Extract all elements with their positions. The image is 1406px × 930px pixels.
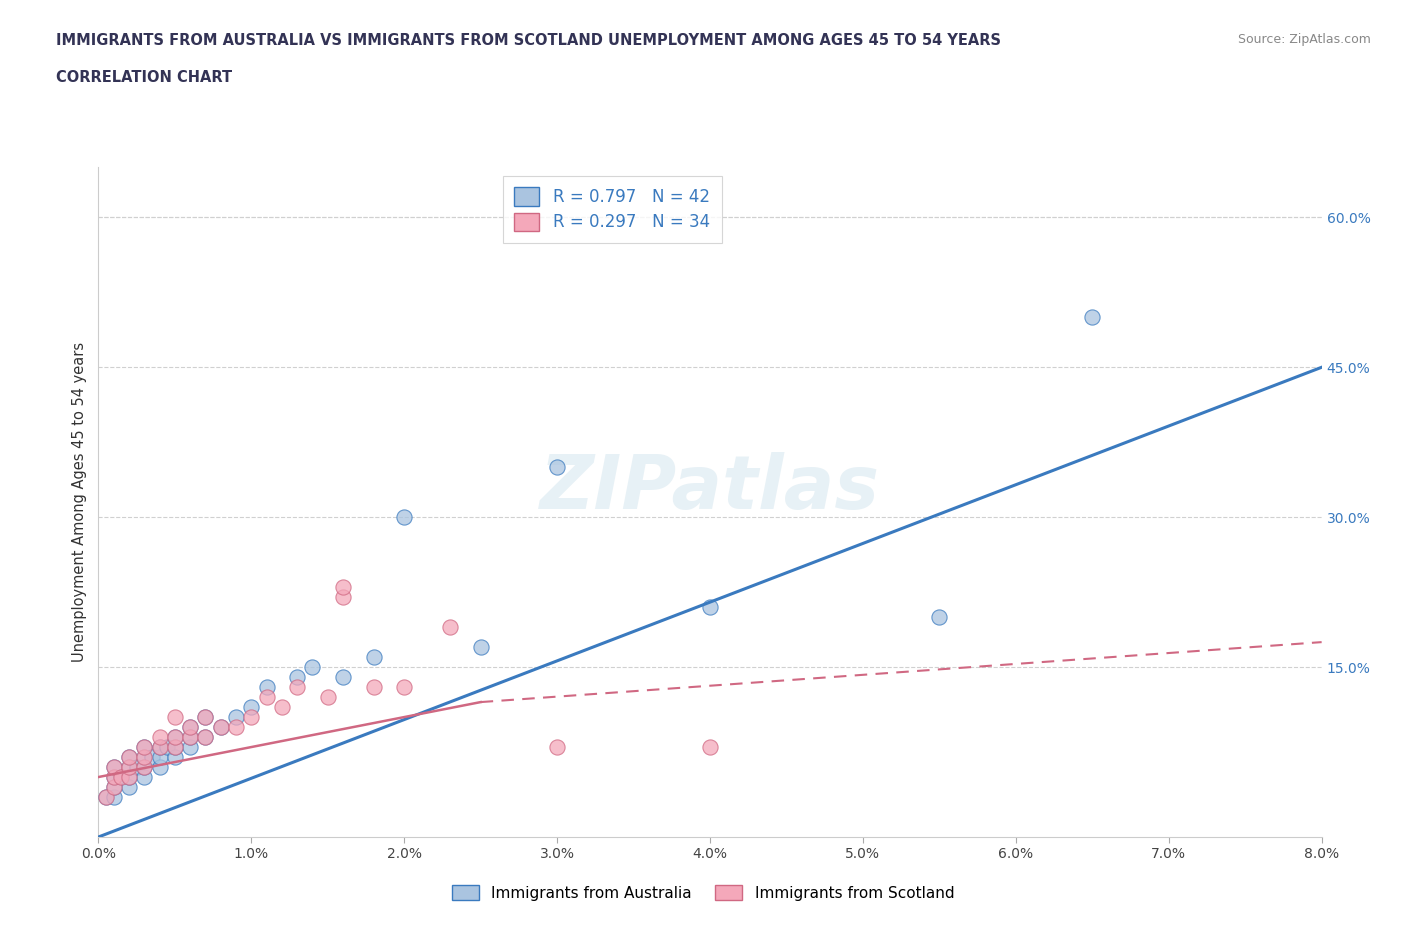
Point [103,790,125,804]
Point [134,739,156,754]
Point [103,760,125,775]
Point [149,739,172,754]
Point [118,750,141,764]
Point [118,750,141,764]
Point [332,579,354,594]
Point [110,770,132,785]
Point [209,720,232,735]
Point [163,730,186,745]
Point [546,739,568,754]
Point [134,760,156,775]
Point [118,770,141,785]
Point [118,779,141,794]
Point [285,680,308,695]
Point [179,720,201,735]
Point [225,720,247,735]
Point [392,510,416,525]
Point [363,650,385,665]
Point [163,730,186,745]
Point [103,779,125,794]
Text: CORRELATION CHART: CORRELATION CHART [56,70,232,85]
Point [134,770,156,785]
Point [179,739,201,754]
Point [163,750,186,764]
Point [194,730,217,745]
Point [134,750,156,764]
Point [94,790,117,804]
Point [163,739,186,754]
Point [103,760,125,775]
Point [699,739,721,754]
Y-axis label: Unemployment Among Ages 45 to 54 years: Unemployment Among Ages 45 to 54 years [72,342,87,662]
Legend: Immigrants from Australia, Immigrants from Scotland: Immigrants from Australia, Immigrants fr… [444,877,962,909]
Text: IMMIGRANTS FROM AUSTRALIA VS IMMIGRANTS FROM SCOTLAND UNEMPLOYMENT AMONG AGES 45: IMMIGRANTS FROM AUSTRALIA VS IMMIGRANTS … [56,33,1001,47]
Point [118,760,141,775]
Point [118,770,141,785]
Point [1081,310,1104,325]
Point [363,680,385,695]
Point [316,690,339,705]
Point [134,750,156,764]
Point [103,770,125,785]
Point [699,600,721,615]
Point [125,760,148,775]
Point [194,730,217,745]
Point [194,710,217,724]
Text: ZIPatlas: ZIPatlas [540,452,880,525]
Point [156,739,179,754]
Point [179,720,201,735]
Point [225,710,247,724]
Legend: R = 0.797   N = 42, R = 0.297   N = 34: R = 0.797 N = 42, R = 0.297 N = 34 [503,176,721,243]
Point [94,790,117,804]
Point [179,730,201,745]
Point [256,690,278,705]
Point [301,659,323,674]
Point [270,699,294,714]
Point [149,739,172,754]
Point [149,750,172,764]
Point [194,710,217,724]
Point [149,760,172,775]
Point [134,739,156,754]
Point [332,590,354,604]
Point [256,680,278,695]
Point [470,640,492,655]
Point [141,750,163,764]
Point [392,680,416,695]
Point [179,730,201,745]
Point [240,710,263,724]
Point [928,610,950,625]
Point [103,779,125,794]
Text: Source: ZipAtlas.com: Source: ZipAtlas.com [1237,33,1371,46]
Point [285,670,308,684]
Point [110,770,132,785]
Point [163,710,186,724]
Point [163,739,186,754]
Point [149,730,172,745]
Point [103,770,125,785]
Point [209,720,232,735]
Point [546,459,568,474]
Point [118,760,141,775]
Point [439,619,461,634]
Point [134,760,156,775]
Point [332,670,354,684]
Point [240,699,263,714]
